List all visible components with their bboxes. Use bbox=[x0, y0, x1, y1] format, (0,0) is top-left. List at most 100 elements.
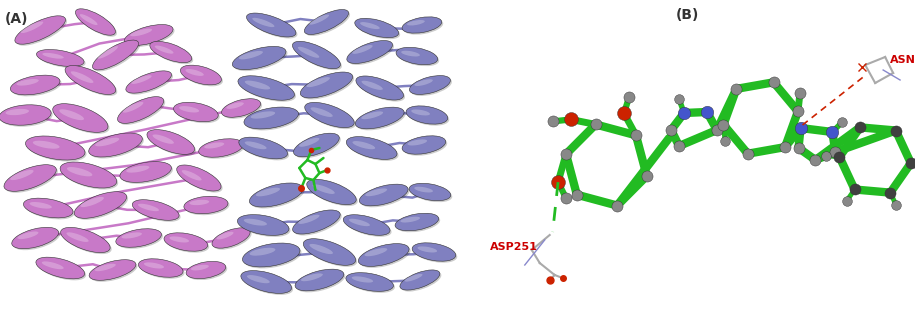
Ellipse shape bbox=[166, 234, 210, 253]
Ellipse shape bbox=[60, 162, 117, 188]
Ellipse shape bbox=[404, 274, 423, 282]
Ellipse shape bbox=[127, 72, 173, 95]
Ellipse shape bbox=[417, 246, 437, 253]
Ellipse shape bbox=[70, 71, 93, 83]
Ellipse shape bbox=[395, 213, 438, 231]
Ellipse shape bbox=[186, 69, 204, 76]
Ellipse shape bbox=[119, 98, 166, 125]
Ellipse shape bbox=[77, 10, 117, 37]
Ellipse shape bbox=[94, 42, 140, 72]
Ellipse shape bbox=[97, 46, 118, 59]
Ellipse shape bbox=[89, 260, 136, 280]
Ellipse shape bbox=[303, 239, 356, 265]
Ellipse shape bbox=[407, 20, 425, 26]
Ellipse shape bbox=[396, 215, 440, 232]
Ellipse shape bbox=[365, 188, 387, 196]
Ellipse shape bbox=[305, 240, 357, 267]
Ellipse shape bbox=[182, 170, 201, 180]
Text: ASP251: ASP251 bbox=[490, 242, 538, 252]
Ellipse shape bbox=[402, 272, 441, 292]
Ellipse shape bbox=[89, 133, 143, 157]
Ellipse shape bbox=[309, 244, 333, 254]
Ellipse shape bbox=[178, 166, 222, 193]
Ellipse shape bbox=[80, 14, 98, 25]
Ellipse shape bbox=[164, 233, 208, 251]
Ellipse shape bbox=[361, 81, 382, 90]
Ellipse shape bbox=[232, 46, 286, 70]
Ellipse shape bbox=[239, 51, 263, 59]
Ellipse shape bbox=[241, 139, 289, 160]
Ellipse shape bbox=[250, 183, 303, 207]
Ellipse shape bbox=[356, 76, 404, 100]
Ellipse shape bbox=[67, 67, 117, 96]
Ellipse shape bbox=[414, 79, 433, 86]
Ellipse shape bbox=[411, 109, 430, 115]
Ellipse shape bbox=[346, 137, 397, 159]
Ellipse shape bbox=[38, 51, 86, 68]
Ellipse shape bbox=[1, 106, 53, 127]
Ellipse shape bbox=[91, 261, 137, 282]
Ellipse shape bbox=[407, 139, 427, 146]
Ellipse shape bbox=[239, 216, 290, 237]
Ellipse shape bbox=[42, 261, 64, 269]
Ellipse shape bbox=[411, 185, 452, 202]
Ellipse shape bbox=[116, 229, 161, 247]
Ellipse shape bbox=[351, 276, 373, 283]
Ellipse shape bbox=[12, 77, 61, 96]
Ellipse shape bbox=[293, 41, 340, 69]
Ellipse shape bbox=[295, 269, 344, 291]
Ellipse shape bbox=[126, 166, 149, 173]
Ellipse shape bbox=[238, 76, 295, 100]
Ellipse shape bbox=[65, 66, 116, 95]
Ellipse shape bbox=[153, 134, 174, 144]
Ellipse shape bbox=[360, 245, 411, 268]
Ellipse shape bbox=[355, 18, 399, 38]
Ellipse shape bbox=[343, 215, 390, 235]
Ellipse shape bbox=[411, 77, 452, 96]
Ellipse shape bbox=[53, 104, 108, 132]
Ellipse shape bbox=[245, 109, 300, 130]
Ellipse shape bbox=[361, 111, 383, 119]
Ellipse shape bbox=[356, 20, 400, 39]
Ellipse shape bbox=[38, 259, 86, 280]
Text: (A): (A) bbox=[5, 12, 28, 26]
Ellipse shape bbox=[293, 210, 340, 234]
Ellipse shape bbox=[352, 45, 372, 54]
Ellipse shape bbox=[355, 107, 404, 129]
Ellipse shape bbox=[349, 42, 394, 65]
Ellipse shape bbox=[244, 142, 266, 149]
Ellipse shape bbox=[36, 257, 85, 279]
Ellipse shape bbox=[309, 15, 329, 25]
Ellipse shape bbox=[5, 166, 58, 193]
Ellipse shape bbox=[26, 136, 85, 160]
Ellipse shape bbox=[299, 138, 319, 147]
Ellipse shape bbox=[200, 140, 245, 159]
Ellipse shape bbox=[358, 77, 405, 101]
Ellipse shape bbox=[54, 105, 110, 134]
Ellipse shape bbox=[184, 196, 228, 214]
Ellipse shape bbox=[212, 228, 250, 248]
Ellipse shape bbox=[10, 75, 60, 95]
Ellipse shape bbox=[296, 271, 345, 292]
Ellipse shape bbox=[17, 231, 38, 239]
Ellipse shape bbox=[199, 139, 243, 157]
Ellipse shape bbox=[298, 47, 319, 58]
Ellipse shape bbox=[298, 215, 319, 224]
Ellipse shape bbox=[117, 97, 164, 123]
Ellipse shape bbox=[348, 138, 399, 161]
Ellipse shape bbox=[345, 216, 392, 237]
Ellipse shape bbox=[15, 16, 66, 44]
Ellipse shape bbox=[42, 53, 64, 59]
Ellipse shape bbox=[10, 170, 34, 180]
Ellipse shape bbox=[361, 186, 410, 207]
Ellipse shape bbox=[248, 15, 297, 39]
Ellipse shape bbox=[120, 162, 171, 182]
Ellipse shape bbox=[307, 179, 356, 205]
Ellipse shape bbox=[175, 104, 220, 123]
Ellipse shape bbox=[226, 102, 243, 109]
Ellipse shape bbox=[188, 263, 227, 280]
Ellipse shape bbox=[256, 188, 280, 196]
Ellipse shape bbox=[13, 229, 60, 250]
Ellipse shape bbox=[396, 47, 437, 65]
Ellipse shape bbox=[179, 106, 199, 113]
